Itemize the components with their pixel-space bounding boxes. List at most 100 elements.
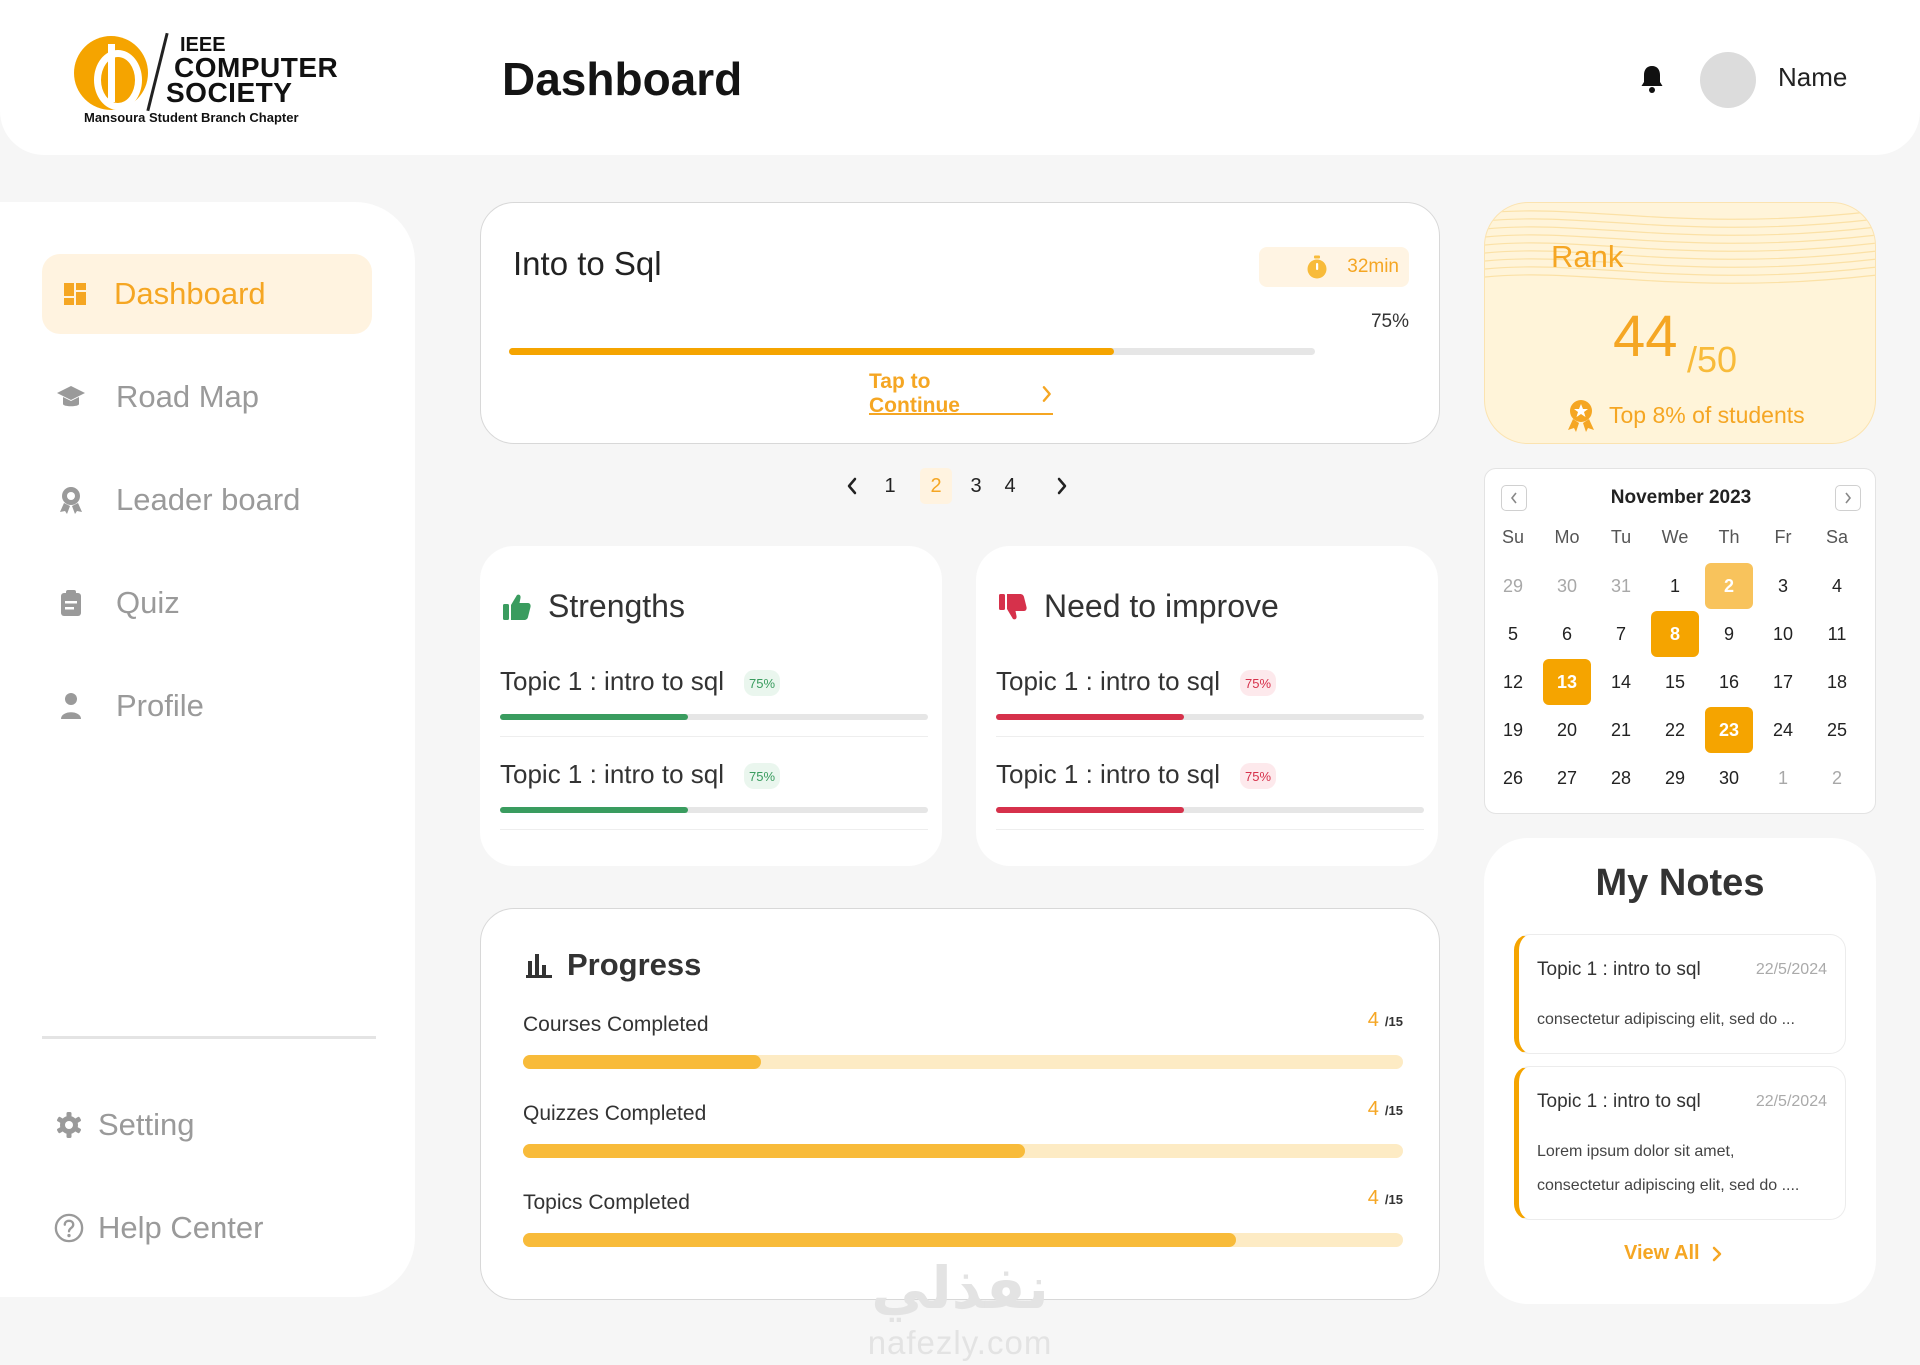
progress-count-value: 4	[1367, 1009, 1379, 1031]
pagination-prev-icon[interactable]	[840, 468, 864, 504]
sidebar-item-road-map[interactable]: Road Map	[42, 357, 372, 437]
calendar-day[interactable]: 30	[1556, 575, 1578, 596]
current-course-card[interactable]: Into to Sql 32min 75% Tap to Continue	[480, 202, 1440, 444]
calendar-month: November 2023	[1610, 487, 1752, 508]
rank-value: 44	[1613, 304, 1678, 369]
sidebar: Dashboard Road Map Leader board Quiz Pro…	[0, 202, 415, 1297]
improve-badge: 75%	[1240, 670, 1276, 696]
sidebar-item-label: Setting	[98, 1107, 195, 1142]
progress-count-value: 4	[1367, 1187, 1379, 1209]
calendar-next-icon[interactable]	[1835, 485, 1861, 511]
calendar-day[interactable]: 19	[1502, 719, 1524, 740]
calendar-weekday: Th	[1718, 527, 1740, 547]
page-1[interactable]: 1	[884, 474, 896, 497]
calendar-day[interactable]: 28	[1610, 767, 1632, 788]
award-icon	[56, 485, 86, 515]
calendar-day[interactable]: 13	[1543, 659, 1591, 705]
row-divider	[996, 829, 1424, 830]
note-topic: Topic 1 : intro to sql	[1537, 1091, 1701, 1112]
calendar-day[interactable]: 1	[1669, 575, 1680, 596]
calendar-day[interactable]: 4	[1831, 575, 1842, 596]
chevron-right-icon	[1712, 1246, 1721, 1261]
pagination-next-icon[interactable]	[1050, 468, 1074, 504]
calendar-day[interactable]: 18	[1826, 671, 1848, 692]
calendar-day[interactable]: 12	[1502, 671, 1524, 692]
strengths-card: Strengths Topic 1 : intro to sql 75% Top…	[480, 546, 942, 866]
sidebar-item-label: Profile	[116, 688, 204, 723]
tap-to-continue-button[interactable]: Tap to Continue	[869, 370, 1053, 417]
calendar-day[interactable]: 8	[1651, 611, 1699, 657]
strength-topic: Topic 1 : intro to sql	[500, 666, 724, 696]
calendar-day[interactable]: 5	[1507, 623, 1518, 644]
progress-header: Progress	[525, 947, 701, 983]
row-divider	[996, 736, 1424, 737]
my-notes-title: My Notes	[1595, 862, 1765, 904]
calendar-day[interactable]: 7	[1615, 623, 1626, 644]
calendar-day[interactable]: 31	[1610, 575, 1632, 596]
calendar-day[interactable]: 24	[1772, 719, 1794, 740]
improve-topic: Topic 1 : intro to sql	[996, 759, 1220, 789]
calendar-prev-icon[interactable]	[1501, 485, 1527, 511]
calendar-day[interactable]: 15	[1664, 671, 1686, 692]
progress-bar	[523, 1055, 1403, 1069]
page-4[interactable]: 4	[1004, 474, 1016, 497]
calendar-day[interactable]: 20	[1556, 719, 1578, 740]
page-3[interactable]: 3	[970, 474, 982, 497]
need-to-improve-card: Need to improve Topic 1 : intro to sql 7…	[976, 546, 1438, 866]
sidebar-item-dashboard[interactable]: Dashboard	[42, 254, 372, 334]
sidebar-item-leader-board[interactable]: Leader board	[42, 460, 372, 540]
sidebar-item-profile[interactable]: Profile	[42, 666, 372, 746]
bar-chart-icon	[526, 954, 552, 978]
sidebar-divider	[42, 1036, 376, 1039]
logo-subtitle: Mansoura Student Branch Chapter	[84, 110, 299, 125]
view-all-button[interactable]: View All	[1624, 1242, 1722, 1265]
calendar-day[interactable]: 17	[1772, 671, 1794, 692]
sidebar-item-setting[interactable]: Setting	[42, 1085, 372, 1165]
page-2[interactable]: 2	[920, 468, 952, 504]
calendar-day[interactable]: 14	[1610, 671, 1632, 692]
calendar-day[interactable]: 6	[1561, 623, 1572, 644]
calendar-day[interactable]: 3	[1777, 575, 1788, 596]
strength-progress-bar	[500, 807, 928, 813]
progress-count: 4/15	[1368, 1009, 1403, 1032]
thumbs-up-icon	[503, 594, 531, 620]
calendar-day[interactable]: 2	[1831, 767, 1842, 788]
logo-text-ieee: IEEE	[180, 34, 226, 56]
calendar-day[interactable]: 9	[1723, 623, 1734, 644]
course-progress-percent: 75%	[1370, 311, 1409, 332]
improve-topic: Topic 1 : intro to sql	[996, 666, 1220, 696]
improve-progress-fill	[996, 714, 1185, 720]
row-divider	[500, 736, 928, 737]
calendar-day[interactable]: 10	[1772, 623, 1794, 644]
note-item[interactable]: Topic 1 : intro to sql 22/5/2024 Lorem i…	[1514, 1066, 1846, 1220]
calendar-day[interactable]: 22	[1664, 719, 1686, 740]
avatar[interactable]	[1700, 52, 1756, 108]
user-name[interactable]: Name	[1778, 62, 1848, 92]
calendar-day[interactable]: 16	[1718, 671, 1740, 692]
ieee-phi-logo-icon	[74, 36, 148, 110]
note-item[interactable]: Topic 1 : intro to sql 22/5/2024 consect…	[1514, 934, 1846, 1054]
sidebar-item-quiz[interactable]: Quiz	[42, 563, 372, 643]
calendar-day[interactable]: 27	[1556, 767, 1578, 788]
calendar-day[interactable]: 29	[1664, 767, 1686, 788]
rank-card: Rank 44 /50 Top 8% of students	[1484, 202, 1876, 444]
sidebar-item-help-center[interactable]: Help Center	[42, 1188, 372, 1268]
calendar-day[interactable]: 30	[1718, 767, 1740, 788]
calendar-day[interactable]: 29	[1502, 575, 1524, 596]
calendar-day[interactable]: 25	[1826, 719, 1848, 740]
calendar-day[interactable]: 26	[1502, 767, 1524, 788]
bell-icon[interactable]	[1640, 64, 1664, 94]
calendar-day[interactable]: 1	[1777, 767, 1788, 788]
ieee-cs-logo[interactable]: IEEE COMPUTER SOCIETY Mansoura Student B…	[74, 30, 344, 130]
calendar-day[interactable]: 2	[1705, 563, 1753, 609]
progress-count-total: /15	[1384, 1103, 1403, 1118]
improve-progress-bar	[996, 714, 1424, 720]
sidebar-item-label: Dashboard	[114, 276, 266, 311]
clipboard-icon	[56, 588, 86, 618]
award-medal-icon	[1568, 400, 1594, 432]
duration-badge: 32min	[1259, 247, 1409, 287]
calendar-day[interactable]: 21	[1610, 719, 1632, 740]
view-all-label: View All	[1624, 1242, 1700, 1264]
calendar-day[interactable]: 23	[1705, 707, 1753, 753]
calendar-day[interactable]: 11	[1827, 623, 1847, 644]
